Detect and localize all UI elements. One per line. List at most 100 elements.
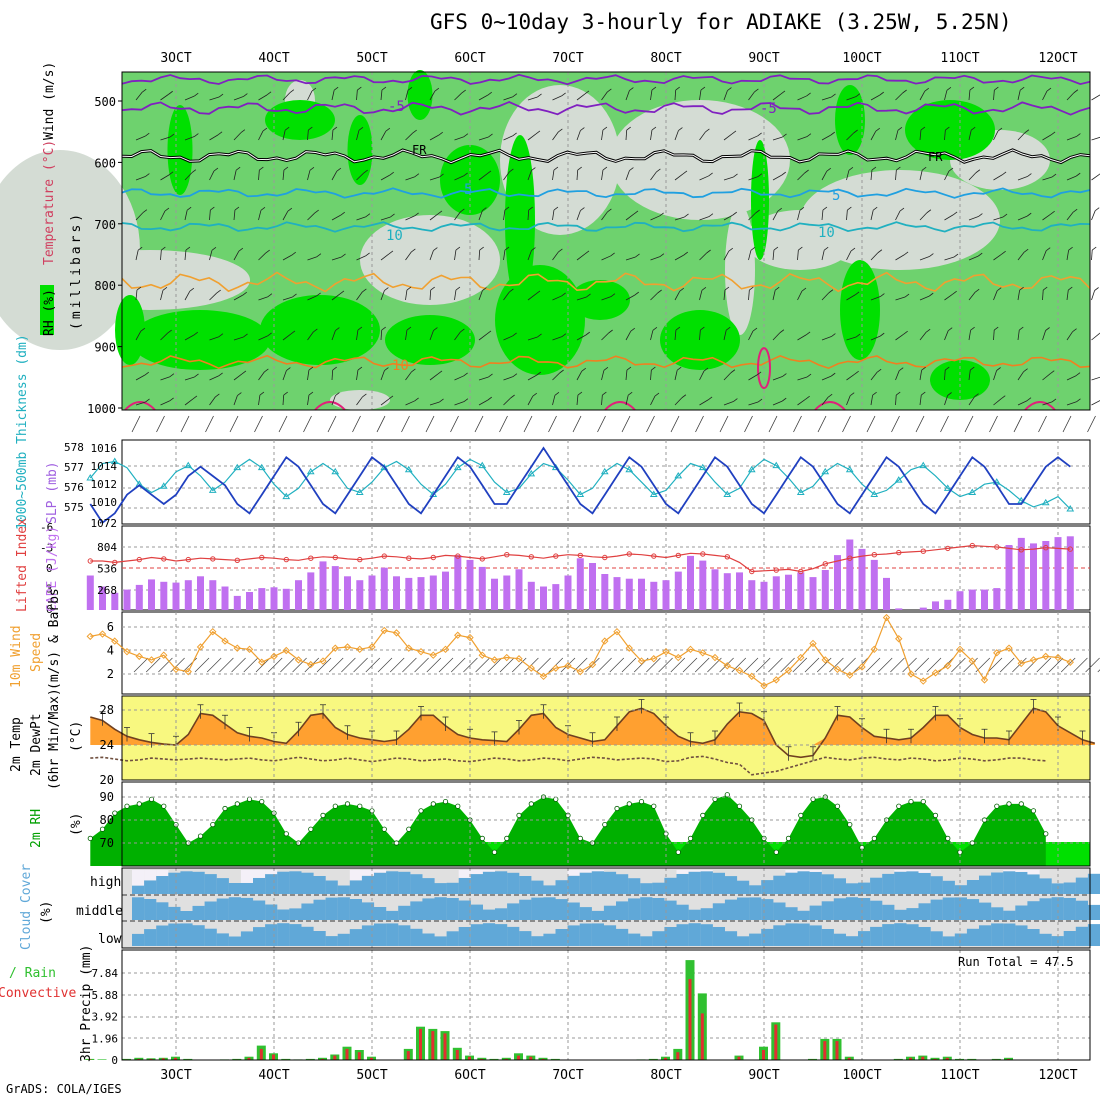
thickness-series-line [89, 458, 1071, 510]
wind-barb [797, 172, 805, 181]
pressure-tick: 800 [94, 279, 116, 293]
precip-conv-bar [541, 1058, 545, 1060]
wind-barb [405, 251, 412, 261]
lifted-index-point [773, 567, 779, 573]
cloud-block [616, 874, 629, 894]
wind-barb [854, 370, 859, 375]
wind-barb [968, 172, 977, 181]
surface-barb [670, 415, 680, 433]
wind-speed-point [552, 664, 560, 672]
contour-label-fr: FR [412, 143, 427, 157]
precip-axis: 7.845.883.921.960 [92, 967, 119, 1067]
cape-bar [576, 558, 584, 610]
cape-bar [1030, 543, 1037, 610]
rh-point [724, 792, 730, 798]
lifted-index-point [332, 554, 338, 561]
wind-barb [748, 290, 750, 301]
cloud-block [349, 899, 362, 920]
thickness-point [257, 463, 266, 471]
cape-bar [785, 574, 792, 610]
cloud-block [555, 899, 568, 920]
wind-barb [921, 166, 927, 171]
wind10-barb [414, 657, 429, 673]
wind-barb [341, 253, 346, 258]
cape-bar [197, 576, 204, 610]
wind-barb [307, 295, 317, 301]
wind-barb [586, 293, 591, 298]
cloud-block [737, 880, 750, 894]
wind-speed-point [931, 669, 940, 677]
wind-speed-point [429, 651, 437, 659]
wind-barb [699, 252, 707, 261]
cloud-block [374, 923, 387, 946]
rh-point [1006, 801, 1012, 807]
temp-tick: 28 [100, 703, 114, 717]
wind-barb [487, 396, 492, 401]
thickness-point [551, 463, 560, 471]
wind-barb [145, 398, 150, 403]
cloud-block [132, 897, 145, 920]
cloud-block-clear [144, 870, 157, 881]
wind-barb [723, 290, 726, 301]
wind-barb [1046, 87, 1052, 92]
precip-conv-bar [370, 1057, 373, 1060]
wind10-barb [694, 657, 710, 673]
wind10-barb [670, 657, 686, 673]
precip-conv-bar [357, 1052, 361, 1060]
rh-point [687, 835, 694, 842]
cloud-block [555, 929, 568, 946]
surface-barb [793, 415, 802, 433]
thickness-point [600, 467, 609, 475]
cloud-block [761, 899, 774, 920]
cloud-block [482, 923, 496, 946]
cloud-block [543, 897, 556, 920]
cloud-block [325, 897, 338, 920]
wind10-barb [158, 657, 173, 673]
wind-barb [558, 128, 563, 133]
wind-barb [380, 90, 383, 101]
li-tick: 0 [46, 562, 53, 575]
wind-barb [282, 254, 292, 261]
wind-barb [463, 133, 469, 138]
lifted-index-point [161, 556, 167, 562]
precip-conv-bar [333, 1055, 337, 1060]
wind10-barb [1085, 657, 1100, 673]
wind-barb [307, 370, 310, 381]
wind-speed-point [564, 662, 572, 670]
rh-point [847, 821, 853, 828]
cloud-block [640, 897, 653, 920]
wind-speed-point [882, 613, 891, 622]
thickness-point [86, 474, 95, 481]
cloud-block [845, 936, 859, 946]
cloud-block [906, 908, 919, 920]
lifted-index-point [749, 568, 755, 575]
wind-barb [308, 391, 314, 396]
cape-bar [221, 586, 229, 610]
wind-barb [805, 331, 811, 336]
wind-barb [478, 376, 489, 381]
wind-barb [135, 331, 142, 341]
date-label-bottom: 11OCT [940, 1068, 979, 1083]
cape-bar [442, 571, 449, 610]
wind-barb [608, 329, 613, 334]
cloud-block [1039, 898, 1052, 920]
cape-bar [540, 586, 547, 610]
wind-barb [478, 249, 481, 261]
wind-speed-point [196, 643, 205, 651]
wind-barb [478, 333, 488, 341]
wind-barb [822, 206, 828, 211]
wind-barb [209, 170, 215, 181]
wind-barb [358, 126, 364, 131]
wind-barb [307, 256, 318, 261]
wind-barb [235, 166, 241, 171]
cloud-block [858, 882, 871, 894]
wind10-barb [646, 657, 661, 673]
precip-grid [122, 950, 1090, 1060]
wind-barb [870, 371, 878, 381]
wind-barb [1091, 136, 1100, 141]
wind-barb [531, 167, 536, 171]
cloud-block [930, 931, 943, 946]
rh-point [148, 796, 155, 802]
thickness-point [184, 461, 193, 469]
